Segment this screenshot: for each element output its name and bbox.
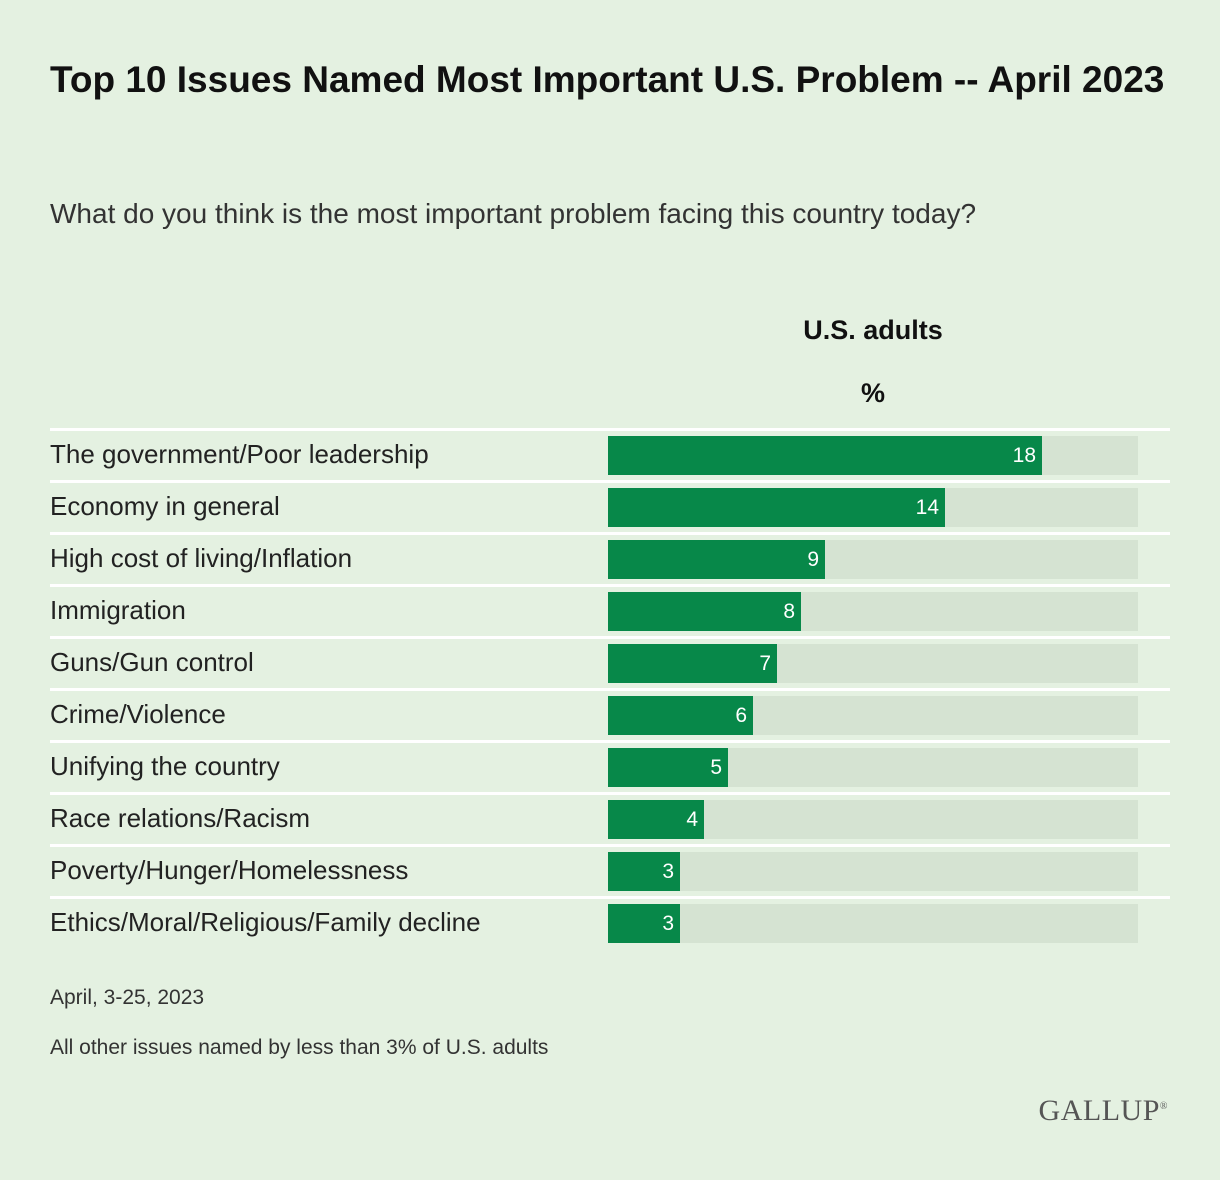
- bar: [608, 748, 728, 787]
- data-label: 6: [735, 704, 747, 727]
- bar: [608, 904, 680, 943]
- category-label: Poverty/Hunger/Homelessness: [50, 855, 409, 885]
- row-separator: [50, 480, 1170, 483]
- date-note: April, 3-25, 2023: [50, 986, 205, 1009]
- data-label: 14: [915, 496, 939, 519]
- other-issues-note: All other issues named by less than 3% o…: [50, 1036, 549, 1059]
- bar: [608, 696, 753, 735]
- category-label: Race relations/Racism: [50, 803, 311, 833]
- data-label: 3: [662, 860, 674, 883]
- bar-track: [608, 904, 1138, 943]
- category-label: Economy in general: [50, 491, 280, 521]
- row-separator: [50, 532, 1170, 535]
- data-label: 5: [710, 756, 722, 779]
- data-label: 8: [783, 600, 795, 623]
- bar: [608, 436, 1042, 475]
- category-label: Immigration: [50, 595, 186, 625]
- data-label: 18: [1012, 444, 1036, 467]
- category-label: Crime/Violence: [50, 699, 226, 729]
- row-separator: [50, 844, 1170, 847]
- chart-subtitle: What do you think is the most important …: [50, 198, 977, 229]
- data-label: 3: [662, 912, 674, 935]
- category-label: Unifying the country: [50, 751, 280, 781]
- bar: [608, 592, 801, 631]
- unit-header: %: [860, 378, 885, 408]
- bar: [608, 800, 704, 839]
- bar: [608, 852, 680, 891]
- row-separator: [50, 740, 1170, 743]
- bar: [608, 488, 945, 527]
- bar-track: [608, 852, 1138, 891]
- row-separator: [50, 636, 1170, 639]
- row-separator: [50, 428, 1170, 431]
- category-label: Guns/Gun control: [50, 647, 254, 677]
- row-separator: [50, 792, 1170, 795]
- gallup-logo: GALLUP®: [1038, 1094, 1168, 1127]
- row-separator: [50, 896, 1170, 899]
- data-label: 9: [807, 548, 819, 571]
- row-separator: [50, 584, 1170, 587]
- row-separator: [50, 688, 1170, 691]
- data-label: 4: [686, 808, 698, 831]
- chart-title: Top 10 Issues Named Most Important U.S. …: [50, 59, 1165, 100]
- bar: [608, 540, 825, 579]
- category-label: Ethics/Moral/Religious/Family decline: [50, 907, 481, 937]
- data-label: 7: [759, 652, 771, 675]
- category-label: High cost of living/Inflation: [50, 543, 353, 573]
- category-label: The government/Poor leadership: [50, 439, 429, 469]
- bar: [608, 644, 777, 683]
- column-header: U.S. adults: [803, 315, 943, 345]
